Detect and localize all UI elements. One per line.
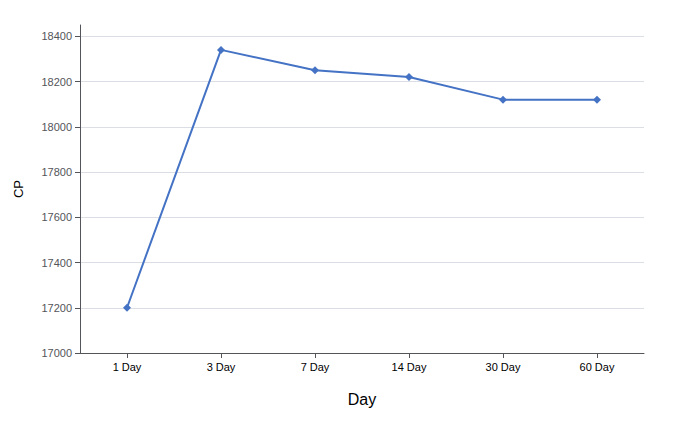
svg-text:18200: 18200 [41,76,72,88]
svg-text:Day: Day [348,391,376,408]
svg-text:17400: 17400 [41,257,72,269]
svg-text:60 Day: 60 Day [580,361,615,373]
svg-text:17000: 17000 [41,347,72,359]
svg-text:7 Day: 7 Day [301,361,330,373]
svg-text:1 Day: 1 Day [113,361,142,373]
svg-text:18400: 18400 [41,30,72,42]
svg-text:17800: 17800 [41,166,72,178]
svg-text:17600: 17600 [41,211,72,223]
svg-text:3 Day: 3 Day [207,361,236,373]
svg-text:18000: 18000 [41,121,72,133]
svg-text:30 Day: 30 Day [486,361,521,373]
svg-text:17200: 17200 [41,302,72,314]
svg-text:CP: CP [11,180,26,198]
svg-text:14 Day: 14 Day [392,361,427,373]
